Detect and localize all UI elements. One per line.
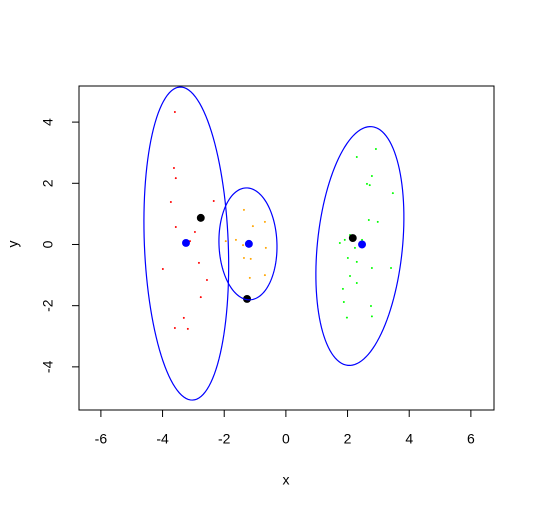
point: [368, 184, 371, 187]
point: [353, 246, 356, 249]
point: [172, 167, 175, 169]
point: [345, 316, 348, 319]
point: [391, 192, 394, 195]
x-tick-label: 4: [405, 431, 413, 447]
y-tick-label: -4: [40, 360, 56, 373]
point: [263, 220, 266, 223]
point: [224, 240, 227, 243]
ellipse: [218, 187, 278, 301]
point: [193, 230, 196, 233]
point: [199, 296, 202, 299]
point: [173, 327, 176, 329]
x-tick-label: -2: [218, 431, 231, 447]
point: [376, 220, 379, 223]
point: [370, 315, 373, 318]
y-axis-label: y: [5, 241, 21, 248]
point: [370, 267, 373, 270]
ellipse: [315, 126, 405, 367]
point: [174, 226, 177, 229]
point: [173, 111, 176, 113]
x-tick-label: -6: [95, 431, 108, 447]
point: [361, 238, 364, 241]
point: [234, 238, 237, 241]
point: [343, 238, 346, 241]
point: [182, 238, 190, 247]
point: [341, 287, 344, 290]
point: [355, 155, 358, 158]
y-tick-label: 0: [40, 240, 56, 248]
point: [349, 275, 352, 277]
x-tick-label: -4: [156, 431, 169, 447]
point: [242, 256, 245, 259]
point: [264, 246, 267, 249]
point: [186, 327, 189, 330]
x-axis-label: x: [283, 472, 290, 488]
point: [367, 219, 370, 221]
y-tick-label: 2: [40, 179, 56, 187]
point: [346, 256, 349, 259]
x-tick-label: 6: [467, 431, 475, 447]
point: [161, 267, 164, 270]
plot-frame: [78, 85, 495, 411]
point: [342, 301, 345, 303]
y-tick-label: 4: [40, 118, 56, 126]
point: [263, 274, 266, 277]
point: [242, 244, 245, 247]
point: [365, 182, 368, 185]
point: [370, 174, 373, 177]
point: [348, 234, 357, 243]
point: [196, 213, 205, 222]
point: [242, 208, 245, 211]
point: [182, 316, 185, 319]
point: [205, 278, 208, 281]
point: [174, 177, 177, 180]
point: [338, 241, 341, 244]
point: [374, 148, 377, 151]
x-tick-label: 0: [282, 431, 290, 447]
point: [197, 261, 200, 264]
point: [169, 200, 172, 203]
point: [369, 304, 372, 307]
point: [355, 282, 358, 285]
point: [243, 294, 251, 303]
x-tick-label: 2: [344, 431, 352, 447]
point: [390, 267, 393, 270]
y-tick-label: -2: [40, 299, 56, 312]
point: [358, 240, 366, 249]
point: [249, 257, 252, 260]
point: [355, 260, 358, 263]
point: [244, 239, 253, 248]
point: [248, 276, 251, 279]
point: [251, 225, 254, 228]
point: [212, 200, 215, 203]
ellipse: [143, 86, 230, 401]
